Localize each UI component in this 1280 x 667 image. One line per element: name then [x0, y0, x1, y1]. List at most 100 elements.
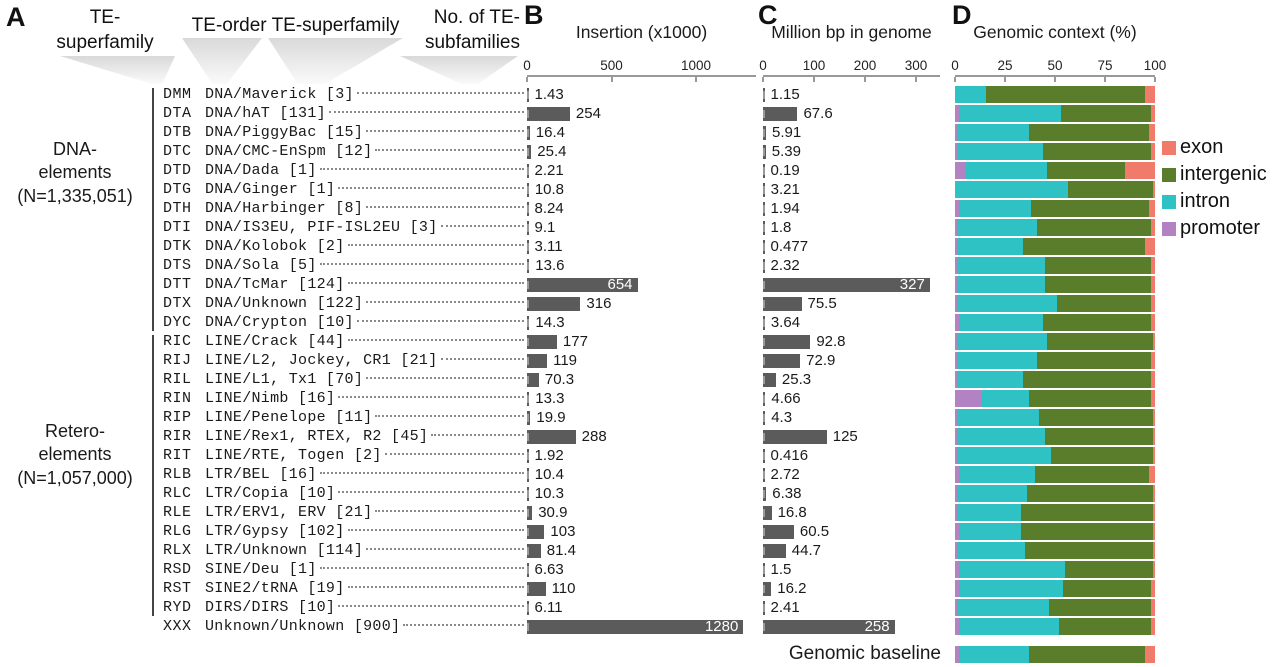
segment-exon	[1151, 314, 1155, 331]
mbp-value: 258	[864, 618, 890, 635]
segment-intron	[956, 181, 1068, 198]
dotted-leader	[347, 585, 524, 588]
insertion-value: 1.92	[534, 447, 564, 464]
segment-promoter	[955, 428, 957, 445]
context-bar	[955, 238, 1155, 255]
insertion-cell: 254	[527, 104, 763, 123]
te-name: DNA/Sola [5]	[205, 257, 317, 274]
insertion-bar: 654	[527, 276, 638, 293]
insertion-value: 177	[562, 333, 588, 350]
te-name-cell: LINE/Rex1, RTEX, R2 [45]	[205, 428, 527, 445]
axis-tick-label: 0	[759, 58, 767, 73]
axis-tick-mark	[864, 77, 867, 82]
mbp-cell: 1.8	[763, 218, 955, 237]
insertion-bar	[527, 258, 530, 273]
insertion-cell: 8.24	[527, 199, 763, 218]
segment-intergenic	[1049, 599, 1151, 616]
context-bar	[955, 333, 1155, 350]
dotted-leader	[403, 623, 524, 626]
segment-intergenic	[1029, 124, 1149, 141]
segment-intron	[957, 238, 1023, 255]
mbp-value: 16.2	[777, 580, 807, 597]
segment-intergenic	[1029, 645, 1145, 663]
insertion-bar	[527, 239, 529, 254]
column-header-line: subfamilies	[424, 31, 520, 53]
segment-intron	[957, 599, 1049, 616]
insertion-bar	[527, 448, 529, 463]
te-name-cell: DNA/IS3EU, PIF-ISL2EU [3]	[205, 219, 527, 236]
legend-item-exon: exon	[1162, 134, 1267, 161]
legend-label: exon	[1180, 136, 1224, 158]
mbp-cell: 60.5	[763, 522, 955, 541]
mbp-axis: 0 100 200 300	[759, 53, 940, 82]
segment-promoter	[955, 371, 957, 388]
segment-promoter	[955, 447, 957, 464]
te-name: LTR/ERV1, ERV [21]	[205, 504, 373, 521]
segment-intron	[957, 276, 1045, 293]
te-name: LTR/Gypsy [102]	[205, 523, 345, 540]
insertion-cell: 119	[527, 351, 763, 370]
te-code: RLX	[163, 542, 192, 559]
segment-intergenic	[1047, 162, 1125, 179]
insertion-bar	[527, 600, 529, 615]
insertion-bar	[527, 524, 545, 539]
te-code: DTH	[163, 200, 192, 217]
insertion-bar	[527, 163, 529, 178]
segment-exon	[1149, 466, 1155, 483]
mbp-value: 1.5	[770, 561, 792, 578]
insertion-value: 119	[553, 352, 578, 369]
dotted-leader	[384, 452, 524, 455]
mbp-cell: 258	[763, 617, 955, 636]
te-name-cell: LINE/Nimb [16]	[205, 390, 527, 407]
dotted-leader	[366, 129, 524, 132]
column-header-line: No. of TE-	[433, 7, 520, 28]
table-row: RLX LTR/Unknown [114] 81.4 44.7	[0, 541, 1280, 560]
table-row: DTX DNA/Unknown [122] 316 75.5	[0, 294, 1280, 313]
dotted-leader	[366, 300, 524, 303]
dotted-leader	[375, 414, 524, 417]
mbp-cell: 67.6	[763, 104, 955, 123]
insertion-value: 19.9	[536, 409, 566, 426]
segment-intron	[958, 143, 1043, 160]
mbp-cell: 3.21	[763, 180, 955, 199]
axis-tick-mark	[1054, 77, 1056, 82]
segment-exon	[1125, 162, 1155, 179]
segment-promoter	[955, 390, 981, 407]
segment-promoter	[955, 485, 957, 502]
insertion-value: 103	[550, 523, 576, 540]
axis-tick-mark	[1154, 77, 1156, 82]
insertion-value: 6.11	[534, 599, 563, 616]
mbp-cell: 4.3	[763, 408, 955, 427]
segment-exon	[1151, 599, 1155, 616]
context-bar	[955, 314, 1155, 331]
te-name-cell: DNA/PiggyBac [15]	[205, 124, 527, 141]
insertion-bar: 1280	[527, 618, 744, 635]
segment-exon	[1153, 181, 1155, 198]
axis-tick-label: 50	[1047, 58, 1063, 73]
insertion-bar	[527, 467, 529, 482]
segment-intron	[959, 105, 1061, 122]
context-bar	[955, 485, 1155, 502]
insertion-bar	[527, 372, 539, 387]
insertion-cell: 6.63	[527, 560, 763, 579]
te-code: DTB	[163, 124, 192, 141]
mbp-bar	[763, 372, 776, 387]
baseline-context-bar	[955, 645, 1155, 663]
insertion-cell: 1280	[527, 617, 763, 636]
mbp-cell: 2.72	[763, 465, 955, 484]
te-name-cell: DNA/Kolobok [2]	[205, 238, 527, 255]
segment-intergenic	[1031, 200, 1149, 217]
segment-intergenic	[1029, 390, 1151, 407]
table-row: RLC LTR/Copia [10] 10.3 6.38	[0, 484, 1280, 503]
table-row: DMM DNA/Maverick [3] 1.43 1.15	[0, 85, 1280, 104]
group-label-dna-elements: DNA- elements (N=1,335,051)	[0, 138, 150, 208]
dotted-leader	[366, 205, 524, 208]
segment-intergenic	[1025, 542, 1153, 559]
mbp-bar	[763, 410, 766, 425]
context-bar	[955, 371, 1155, 388]
insertion-bar	[527, 182, 529, 197]
te-name: LINE/Nimb [16]	[205, 390, 336, 407]
segment-promoter	[955, 352, 957, 369]
mbp-bar	[763, 201, 765, 216]
insertion-cell: 14.3	[527, 313, 763, 332]
